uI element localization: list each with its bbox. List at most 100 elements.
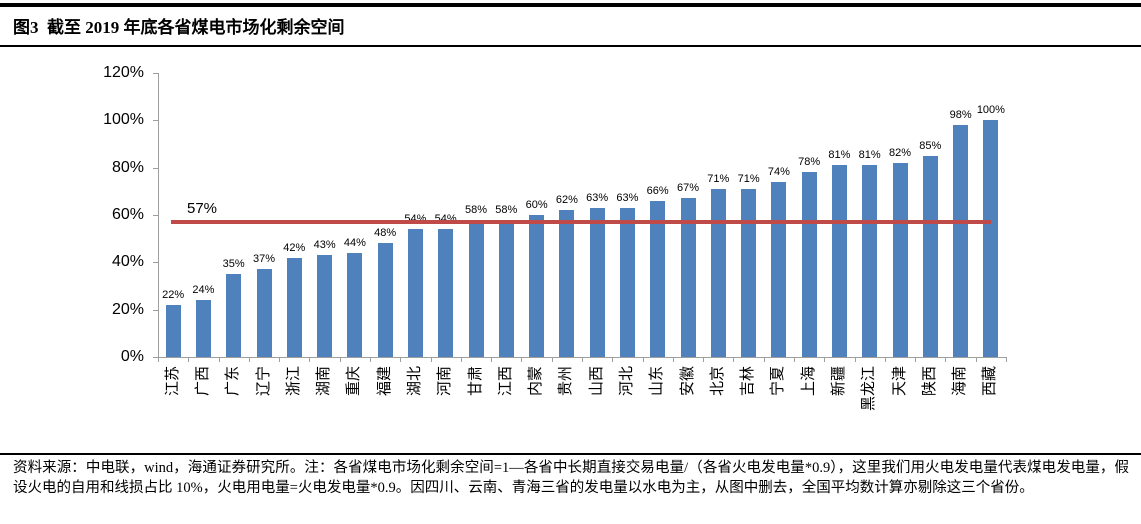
y-axis-label: 120% bbox=[103, 64, 144, 81]
bar bbox=[892, 162, 908, 357]
x-axis-tick bbox=[642, 357, 644, 362]
x-category-label: 江西 bbox=[497, 366, 514, 397]
bar bbox=[195, 300, 211, 357]
x-category-label: 甘肃 bbox=[467, 366, 484, 397]
bar bbox=[589, 207, 605, 357]
bar bbox=[862, 165, 878, 357]
bar-value-label: 44% bbox=[343, 236, 366, 249]
x-category-label: 河北 bbox=[618, 366, 635, 397]
bar bbox=[165, 304, 181, 357]
y-axis-label: 80% bbox=[111, 158, 144, 176]
bar bbox=[317, 255, 333, 357]
bar-value-label: 63% bbox=[616, 191, 639, 204]
bar-value-label: 43% bbox=[313, 239, 336, 252]
bar-value-label: 24% bbox=[192, 284, 215, 297]
bar-value-label: 81% bbox=[828, 149, 851, 162]
bar bbox=[650, 200, 666, 357]
bar bbox=[286, 257, 302, 357]
x-axis-tick bbox=[551, 357, 553, 362]
y-axis-line bbox=[158, 73, 159, 358]
bar bbox=[922, 155, 938, 357]
bar-value-label: 67% bbox=[676, 182, 700, 195]
x-axis-tick bbox=[491, 357, 493, 362]
bar bbox=[529, 215, 545, 357]
x-axis-tick bbox=[945, 357, 947, 362]
bar bbox=[619, 207, 635, 357]
bar bbox=[680, 198, 696, 357]
x-category-label: 江苏 bbox=[164, 366, 181, 397]
x-category-label: 山东 bbox=[649, 366, 666, 397]
x-category-label: 重庆 bbox=[346, 366, 363, 397]
x-category-label: 安徽 bbox=[679, 366, 696, 397]
x-category-label: 辽宁 bbox=[255, 366, 272, 397]
x-axis-tick bbox=[460, 357, 462, 362]
x-category-label: 贵州 bbox=[558, 366, 575, 397]
x-category-label: 河南 bbox=[437, 366, 454, 397]
x-axis-tick bbox=[339, 357, 341, 362]
bar-value-label: 22% bbox=[162, 288, 185, 301]
x-axis-tick bbox=[400, 357, 402, 362]
x-category-label: 广东 bbox=[225, 366, 242, 397]
x-axis-tick bbox=[794, 357, 795, 362]
bar-value-label: 62% bbox=[555, 194, 578, 207]
x-category-label: 山西 bbox=[588, 366, 605, 397]
bar bbox=[498, 219, 514, 357]
x-axis-tick bbox=[915, 357, 917, 362]
y-axis-tick bbox=[153, 309, 158, 311]
x-category-label: 湖南 bbox=[316, 366, 333, 397]
x-axis-tick bbox=[248, 357, 250, 362]
bar-value-label: 63% bbox=[586, 191, 609, 204]
x-category-label: 上海 bbox=[800, 366, 817, 397]
bar bbox=[831, 165, 847, 357]
bar bbox=[771, 181, 787, 357]
x-axis-tick bbox=[279, 357, 281, 362]
bar bbox=[741, 189, 757, 357]
bar-value-label: 42% bbox=[283, 241, 306, 254]
y-axis-tick bbox=[153, 357, 158, 358]
y-axis-tick bbox=[153, 262, 158, 264]
y-axis-label: 40% bbox=[111, 253, 144, 271]
x-axis-tick bbox=[188, 357, 190, 362]
x-axis-tick bbox=[975, 357, 977, 362]
x-category-label: 海南 bbox=[952, 366, 969, 397]
x-axis-tick bbox=[521, 357, 523, 362]
bar-value-label: 78% bbox=[798, 156, 821, 169]
bar bbox=[953, 125, 969, 357]
x-axis-tick bbox=[884, 357, 886, 362]
bar bbox=[407, 229, 423, 357]
bar-value-label: 82% bbox=[888, 146, 912, 159]
x-axis-tick bbox=[612, 357, 614, 362]
x-axis-tick bbox=[672, 357, 674, 362]
bar-chart: 0% 20% 40% 60% 80% 100% 120% 22% 江苏 24% 广西 35% 广东 37%… bbox=[0, 46, 1141, 453]
bar-value-label: 58% bbox=[464, 203, 488, 216]
top-rule bbox=[0, 3, 1141, 7]
y-axis-label: 20% bbox=[111, 300, 144, 318]
x-axis-tick bbox=[824, 357, 826, 362]
reference-line bbox=[171, 220, 991, 225]
bar-value-label: 71% bbox=[707, 173, 730, 185]
y-axis-label: 60% bbox=[111, 206, 144, 223]
x-category-label: 西藏 bbox=[982, 366, 999, 397]
x-axis-tick bbox=[1006, 357, 1007, 362]
title-underline bbox=[0, 45, 1141, 47]
x-category-label: 宁夏 bbox=[770, 366, 787, 397]
x-category-label: 吉林 bbox=[740, 366, 757, 397]
footer-rule bbox=[0, 453, 1141, 455]
x-axis-tick bbox=[703, 357, 705, 362]
reference-line-label: 57% bbox=[187, 200, 218, 218]
bar-value-label: 35% bbox=[222, 258, 245, 271]
bar-value-label: 58% bbox=[495, 203, 518, 216]
x-category-label: 湖北 bbox=[406, 366, 423, 397]
x-axis-tick bbox=[763, 357, 765, 362]
bar bbox=[801, 172, 817, 357]
bar bbox=[438, 229, 454, 357]
x-axis-tick bbox=[733, 357, 735, 362]
x-category-label: 新疆 bbox=[830, 366, 847, 397]
x-category-label: 北京 bbox=[709, 366, 726, 397]
bar-value-label: 48% bbox=[374, 227, 397, 240]
bar bbox=[256, 269, 272, 357]
x-axis-tick bbox=[430, 357, 432, 362]
bar-value-label: 81% bbox=[858, 149, 881, 162]
y-axis-tick bbox=[153, 73, 158, 74]
